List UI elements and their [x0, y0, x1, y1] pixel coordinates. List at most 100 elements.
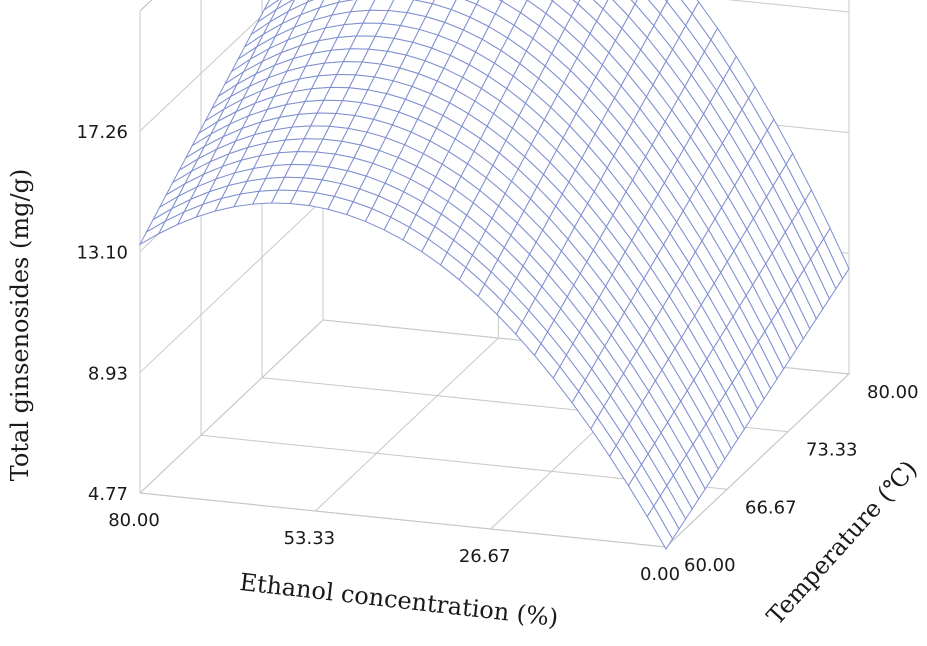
- surface-face-22-15: [651, 194, 677, 234]
- surface-face-20-9: [574, 215, 600, 251]
- surface-face-21-19: [658, 121, 684, 160]
- surface-face-9-12: [387, 38, 413, 56]
- surface-face-8-13: [375, 23, 401, 39]
- surface-face-21-17: [645, 145, 671, 183]
- surface-face-17-15: [557, 82, 583, 114]
- surface-face-20-19: [639, 96, 666, 134]
- surface-face-2-0: [177, 204, 203, 225]
- surface-face-13-4: [410, 166, 436, 190]
- surface-face-10-6: [367, 119, 393, 138]
- surface-face-14-2: [416, 202, 442, 227]
- surface-face-4-10: [280, 66, 306, 84]
- surface-face-24-13: [675, 273, 702, 316]
- surface-face-1-4: [184, 161, 211, 184]
- surface-face-8-1: [296, 177, 323, 193]
- surface-face-19-27: [681, 0, 699, 14]
- surface-face-23-19: [696, 177, 722, 219]
- floor-x-gridline-0: [139, 319, 324, 494]
- surface-face-21-7: [580, 261, 606, 298]
- surface-face-27-10: [712, 403, 738, 449]
- surface-face-13-5: [416, 153, 443, 177]
- surface-face-22-22: [697, 113, 723, 155]
- surface-face-24-18: [708, 218, 734, 262]
- surface-face-14-6: [442, 151, 468, 177]
- surface-face-22-20: [684, 136, 710, 178]
- surface-face-6-12: [331, 35, 357, 51]
- surface-face-26-12: [706, 348, 733, 394]
- surface-face-20-20: [646, 84, 672, 122]
- surface-face-16-9: [499, 140, 525, 170]
- surface-face-26-11: [700, 358, 726, 404]
- surface-face-25-3: [629, 413, 655, 455]
- surface-face-15-0: [421, 239, 448, 265]
- surface-face-10-3: [347, 157, 373, 177]
- surface-face-26-24: [785, 221, 811, 270]
- surface-face-18-18: [595, 64, 622, 98]
- surface-face-7-13: [356, 23, 382, 37]
- surface-face-6-10: [318, 61, 344, 76]
- surface-face-17-17: [570, 58, 596, 90]
- surface-face-12-11: [437, 68, 463, 91]
- surface-face-23-2: [585, 368, 611, 407]
- surface-face-25-24: [766, 186, 792, 233]
- surface-face-8-10: [355, 62, 381, 77]
- surface-face-13-10: [449, 90, 475, 114]
- surface-face-19-24: [653, 13, 680, 50]
- surface-face-10-0: [327, 196, 354, 215]
- surface-face-12-16: [470, 4, 496, 27]
- surface-face-25-16: [714, 272, 740, 317]
- surface-face-25-11: [681, 326, 707, 370]
- surface-face-6-3: [272, 151, 298, 166]
- surface-face-25-27: [786, 153, 812, 201]
- surface-face-21-20: [665, 110, 691, 149]
- surface-face-27-8: [699, 423, 725, 469]
- surface-face-6-13: [337, 23, 363, 38]
- surface-face-25-5: [642, 391, 668, 433]
- surface-face-10-10: [393, 67, 419, 87]
- surface-face-14-3: [422, 189, 448, 215]
- surface-face-10-15: [425, 3, 452, 23]
- surface-face-17-4: [485, 218, 511, 248]
- surface-face-21-3: [554, 308, 580, 344]
- surface-face-3-12: [274, 45, 301, 66]
- surface-face-14-5: [435, 164, 461, 189]
- surface-face-9-4: [335, 141, 361, 158]
- surface-face-26-17: [739, 295, 765, 342]
- surface-face-21-5: [567, 285, 593, 321]
- surface-face-19-9: [555, 194, 582, 228]
- surface-face-24-4: [617, 373, 643, 414]
- surface-face-22-5: [585, 309, 612, 347]
- surface-face-25-9: [668, 348, 694, 391]
- surface-face-20-12: [594, 179, 620, 216]
- surface-face-4-12: [293, 40, 319, 59]
- surface-face-3-5: [229, 134, 255, 154]
- surface-face-24-25: [754, 141, 780, 187]
- surface-face-1-0: [158, 211, 185, 234]
- surface-face-13-18: [501, 0, 528, 13]
- surface-face-7-1: [278, 177, 304, 191]
- x-tick-label-3: 0.00: [640, 564, 680, 585]
- surface-face-26-23: [778, 232, 805, 280]
- surface-face-16-0: [440, 252, 466, 280]
- surface-face-25-26: [779, 164, 805, 212]
- surface-face-24-21: [728, 185, 754, 230]
- surface-face-12-3: [385, 170, 411, 192]
- surface-face-17-13: [544, 107, 570, 138]
- surface-face-15-4: [447, 188, 474, 216]
- surface-face-17-6: [498, 193, 524, 224]
- surface-face-8-5: [322, 126, 349, 142]
- surface-face-15-5: [454, 176, 480, 203]
- x-tick-label-2: 26.67: [459, 546, 511, 567]
- surface-face-6-4: [278, 138, 305, 153]
- surface-face-8-9: [349, 74, 375, 90]
- surface-face-15-18: [539, 13, 565, 42]
- z-axis-title: Total ginsenosides (mg/g): [6, 169, 34, 482]
- surface-face-7-5: [304, 125, 330, 140]
- surface-face-14-18: [520, 0, 546, 26]
- surface-face-25-22: [753, 207, 779, 254]
- surface-face-25-7: [655, 369, 681, 412]
- surface-face-2-7: [223, 115, 249, 137]
- surface-face-9-5: [341, 128, 368, 146]
- surface-face-6-11: [324, 48, 350, 64]
- surface-face-6-9: [311, 74, 337, 89]
